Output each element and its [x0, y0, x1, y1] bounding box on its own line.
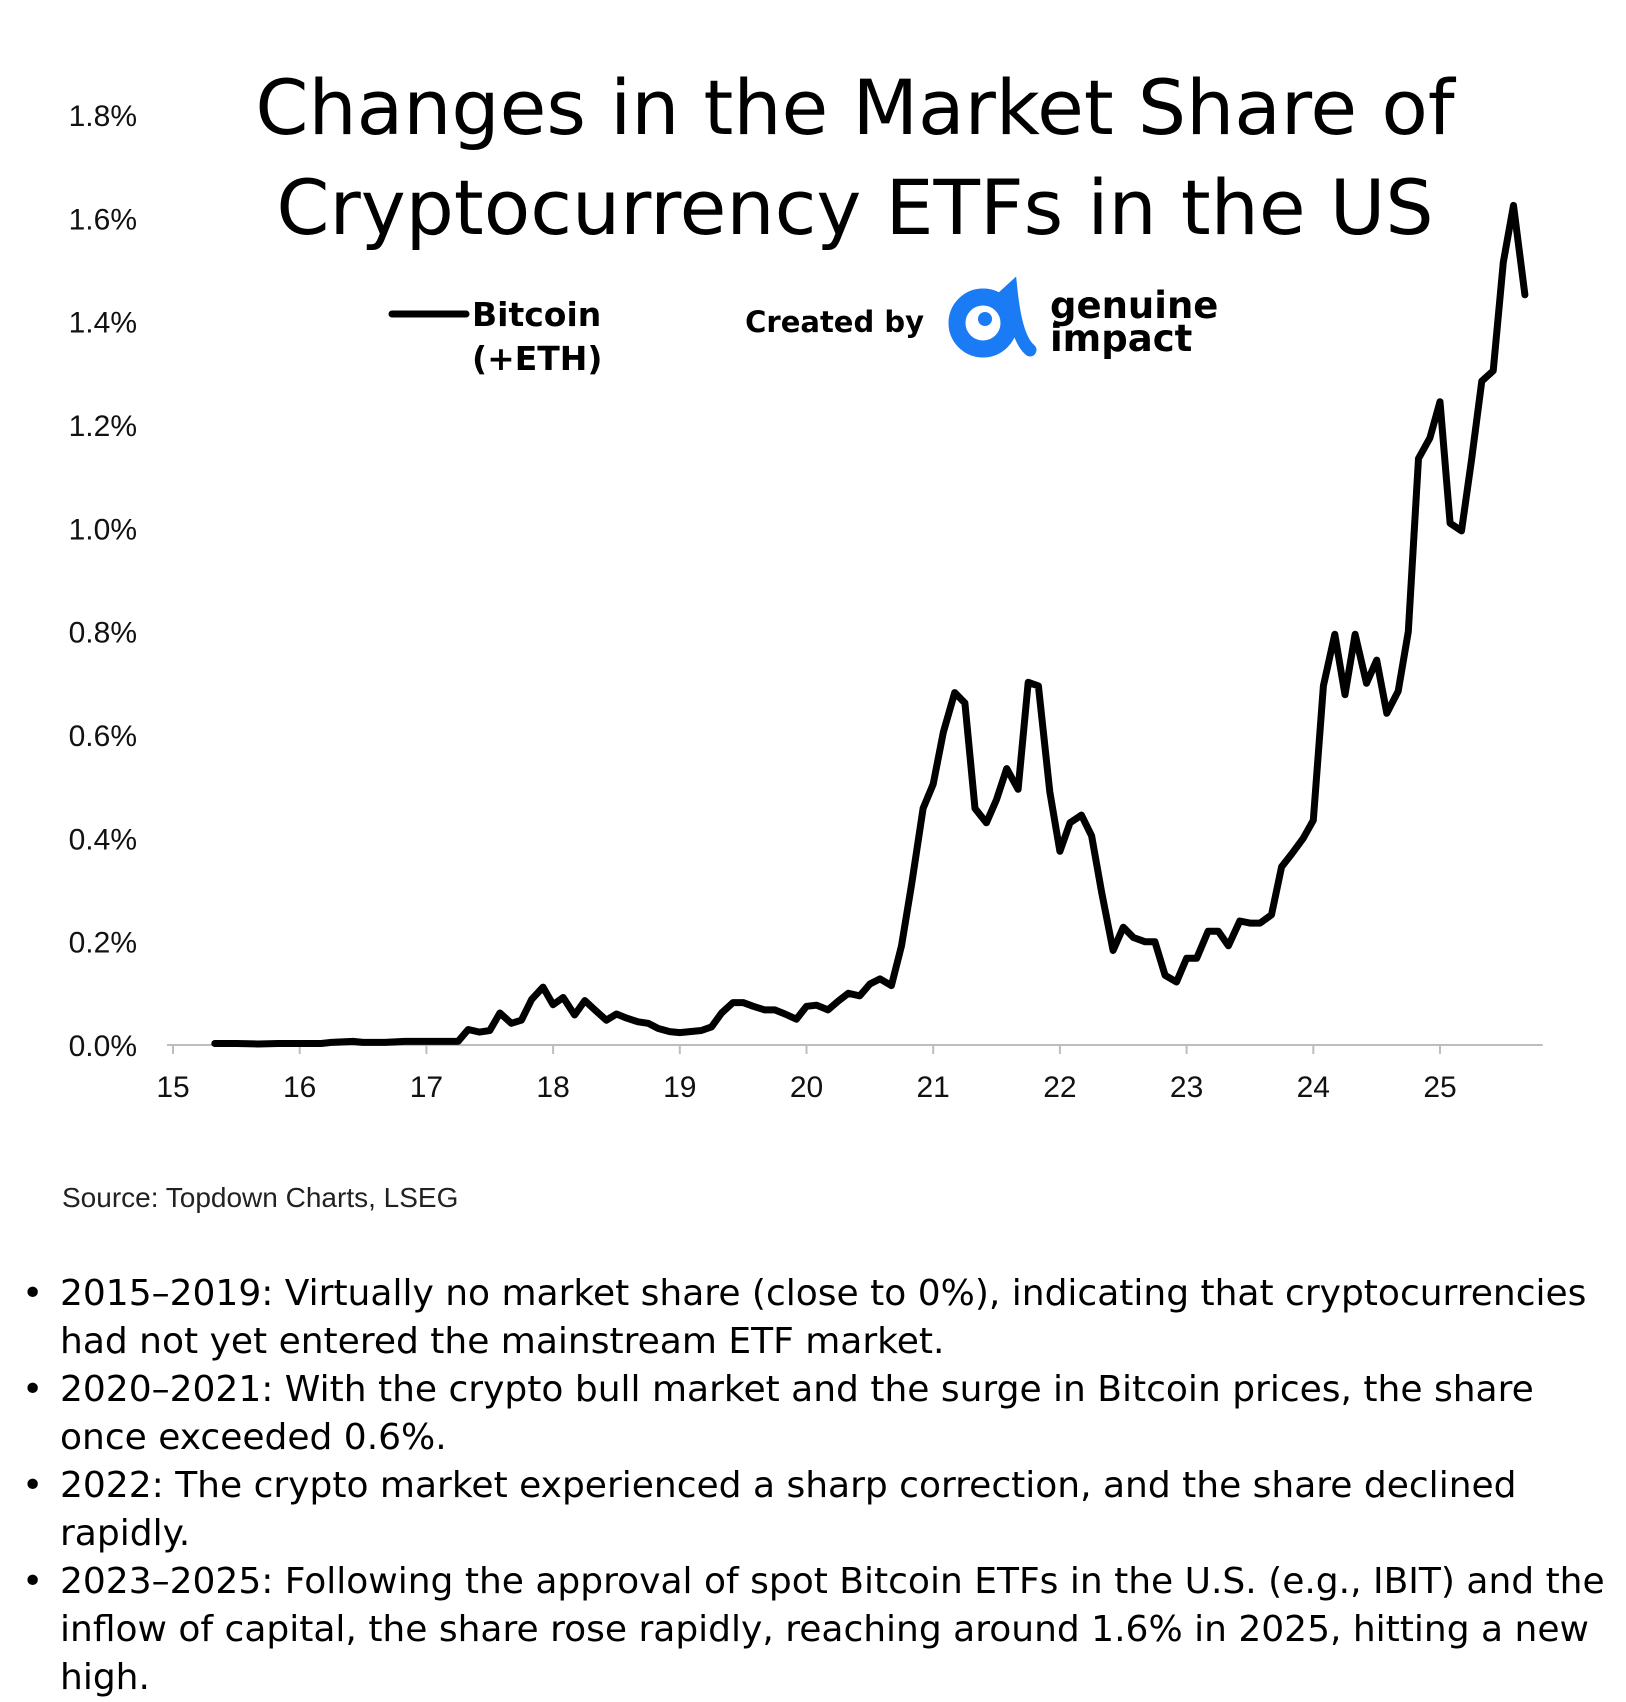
summary-notes: 2015–2019: Virtually no market share (cl…	[22, 1270, 1612, 1702]
x-tick-label: 25	[1423, 1071, 1456, 1104]
chart: Changes in the Market Share of Cryptocur…	[69, 63, 1543, 1104]
y-tick-label: 1.4%	[69, 307, 137, 340]
x-tick-label: 15	[156, 1071, 189, 1104]
genuine-impact-logo-icon	[948, 276, 1037, 358]
y-tick-label: 0.6%	[69, 720, 137, 753]
series-line-bitcoin	[211, 201, 1529, 1048]
x-tick-label: 21	[917, 1071, 950, 1104]
x-tick-label: 24	[1297, 1071, 1330, 1104]
y-tick-label: 0.2%	[69, 927, 137, 960]
y-tick-label: 1.0%	[69, 513, 137, 546]
y-tick-label: 1.6%	[69, 203, 137, 236]
x-tick-label: 18	[536, 1071, 569, 1104]
note-item: 2023–2025: Following the approval of spo…	[22, 1558, 1612, 1702]
x-tick-label: 16	[283, 1071, 316, 1104]
legend-label-line-1: Bitcoin	[472, 295, 601, 334]
legend: Bitcoin (+ETH)	[388, 295, 603, 378]
created-by-text: Created by	[745, 305, 924, 339]
y-tick-label: 0.4%	[69, 823, 137, 856]
y-tick-label: 0.0%	[69, 1030, 137, 1063]
brand-name-line-1: genuine	[1050, 284, 1218, 327]
chart-title-line-1: Changes in the Market Share of	[255, 63, 1456, 152]
x-tick-label: 23	[1170, 1071, 1203, 1104]
note-item: 2015–2019: Virtually no market share (cl…	[22, 1270, 1612, 1366]
note-item: 2020–2021: With the crypto bull market a…	[22, 1366, 1612, 1462]
y-tick-label: 1.2%	[69, 410, 137, 443]
y-tick-label: 0.8%	[69, 617, 137, 650]
note-item: 2022: The crypto market experienced a sh…	[22, 1462, 1612, 1558]
source-note: Source: Topdown Charts, LSEG	[62, 1182, 459, 1213]
x-tick-label: 22	[1043, 1071, 1076, 1104]
x-axis: 15 16 17 18 19 20 21 22 23 24 25	[156, 1044, 1543, 1104]
x-tick-label: 19	[663, 1071, 696, 1104]
x-tick-label: 17	[410, 1071, 443, 1104]
y-tick-label: 1.8%	[69, 100, 137, 133]
chart-title-line-2: Cryptocurrency ETFs in the US	[276, 163, 1433, 252]
legend-label-line-2: (+ETH)	[472, 339, 603, 378]
creator-credit: Created by genuine impact	[745, 276, 1218, 360]
y-axis-ticks: 0.0% 0.2% 0.4% 0.6% 0.8% 1.0% 1.2% 1.4% 1.6% 1.8%	[69, 100, 137, 1063]
brand-name-line-2: impact	[1050, 317, 1192, 360]
x-tick-label: 20	[790, 1071, 823, 1104]
